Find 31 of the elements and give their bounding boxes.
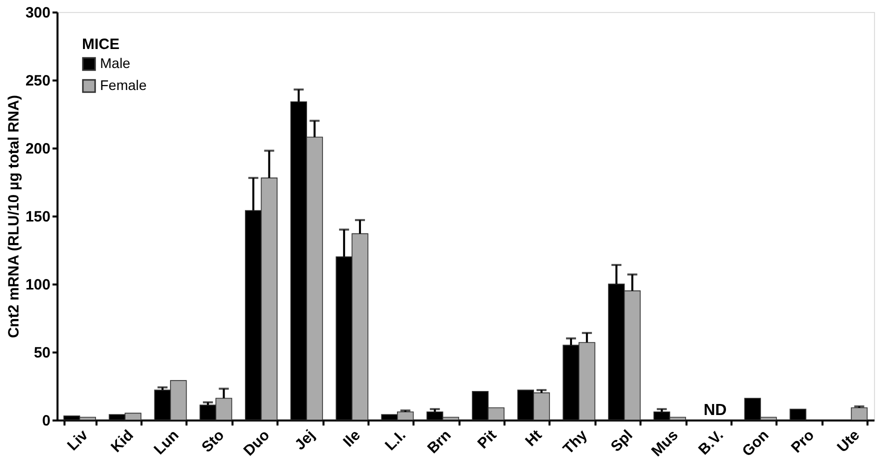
y-tick-label: 200 xyxy=(25,140,50,158)
legend-label: Female xyxy=(100,77,147,93)
y-tick-label: 300 xyxy=(25,4,50,22)
y-tick-label: 0 xyxy=(42,412,50,430)
x-tick-label: Jej xyxy=(292,426,318,454)
x-tick-label: Sto xyxy=(198,426,228,456)
x-tick-label: Ht xyxy=(522,426,546,450)
x-tick-label: Ile xyxy=(340,426,364,451)
y-tick-label: 150 xyxy=(25,208,50,226)
x-tick-label: Duo xyxy=(240,426,274,460)
x-tick-label: Brn xyxy=(424,426,455,458)
legend-title: MICE xyxy=(82,36,120,53)
x-tick-label: Lun xyxy=(150,426,182,458)
y-tick-label: 100 xyxy=(25,276,50,294)
y-axis-title: Cnt2 mRNA (RLU/10 µg total RNA) xyxy=(5,94,22,338)
x-tick-label: Kid xyxy=(108,426,137,456)
x-tick-label: Pit xyxy=(474,426,500,452)
x-tick-label: Pro xyxy=(788,426,818,456)
y-tick-label: 50 xyxy=(34,344,50,362)
x-tick-label: L.I. xyxy=(382,426,410,454)
x-tick-label: B.V. xyxy=(695,426,727,458)
x-tick-label: Spl xyxy=(608,426,636,456)
y-tick-label: 250 xyxy=(25,72,50,90)
x-tick-label: Gon xyxy=(739,426,772,460)
x-tick-label: Mus xyxy=(648,426,682,460)
x-tick-label: Liv xyxy=(64,426,92,454)
annotation: ND xyxy=(704,402,727,419)
x-tick-label: Ute xyxy=(834,426,864,456)
bar xyxy=(850,407,868,420)
legend-label: Male xyxy=(100,55,131,71)
x-tick-label: Thy xyxy=(560,426,592,458)
